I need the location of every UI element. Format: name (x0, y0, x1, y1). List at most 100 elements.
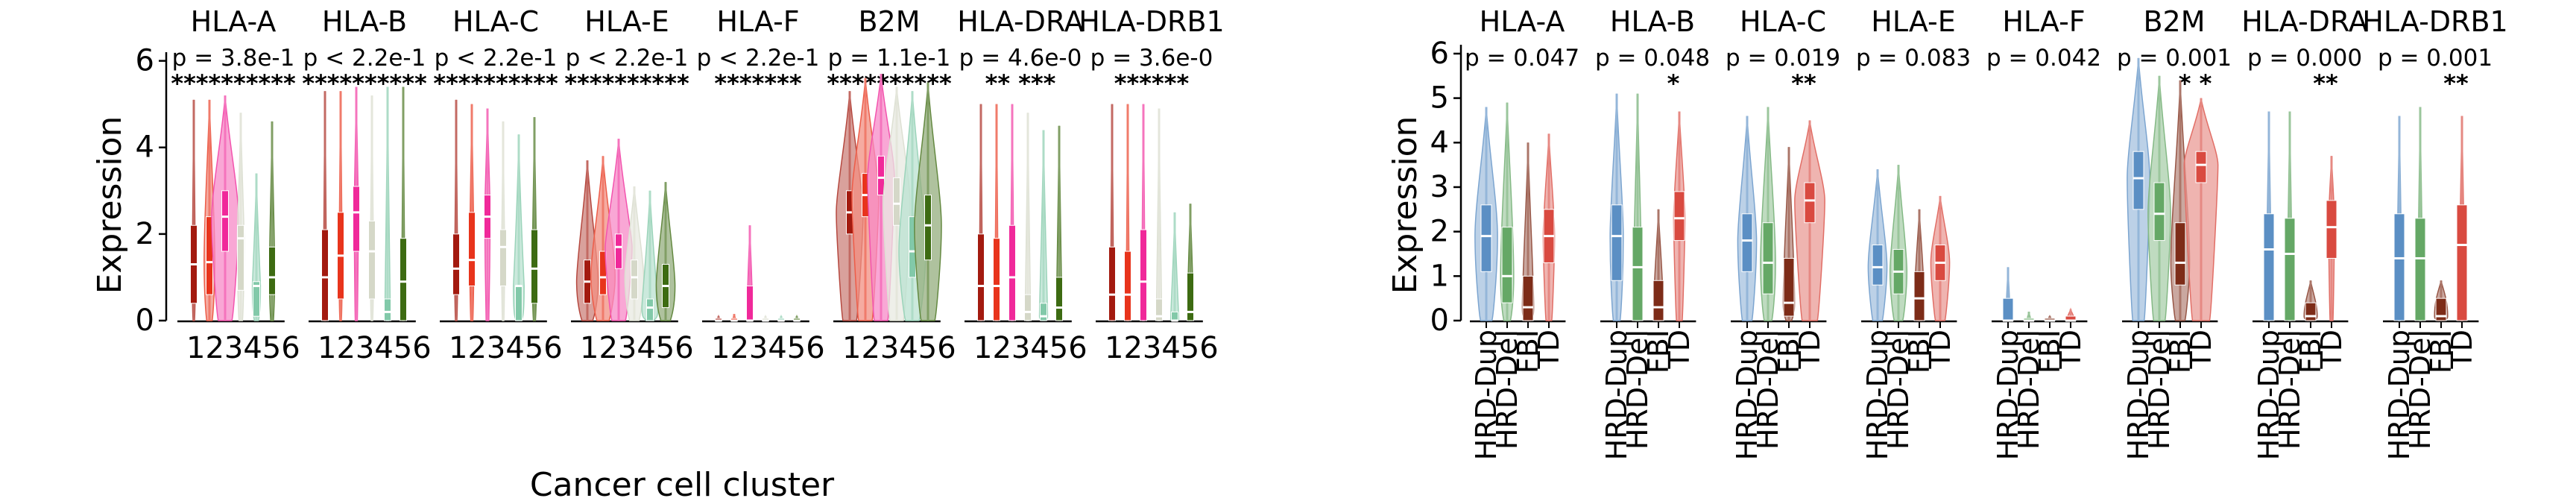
panel-significance-stars: * (1667, 69, 1680, 98)
panel-title: HLA-DRB1 (1079, 5, 1224, 38)
x-tick-label: TD (1663, 330, 1696, 369)
violin-iqr-box (253, 281, 260, 317)
panel-significance-stars: ******* (714, 69, 801, 98)
x-tick-label: TD (2185, 330, 2217, 369)
x-tick-label: HRD-Dup (1600, 330, 1633, 460)
x-tick-label: TD (1532, 330, 1565, 369)
violin-iqr-box (1501, 227, 1513, 303)
x-tick-label: TD (2054, 330, 2087, 369)
violin-iqr-box (531, 229, 538, 304)
violin-iqr-box (1480, 204, 1492, 272)
violin-iqr-box (2002, 297, 2014, 321)
x-tick-label: TD (2446, 330, 2478, 369)
violin-iqr-box (1632, 227, 1644, 321)
violin-iqr-box (1673, 191, 1685, 242)
panel-p-value: p = 0.000 (2247, 45, 2362, 72)
violin-iqr-box (221, 190, 229, 252)
x-tick-label: HRD-Dup (2383, 330, 2416, 460)
panel-title: HLA-A (191, 5, 277, 38)
violin-iqr-box (1652, 280, 1664, 321)
violin-iqr-box (893, 177, 900, 226)
panel-p-value: p = 1.1e-1 (828, 45, 951, 72)
violin-iqr-box (746, 286, 754, 321)
violin-iqr-box (2393, 213, 2405, 321)
panel-title: HLA-A (1480, 5, 1565, 38)
panel-title: HLA-C (452, 5, 539, 38)
y-tick-label: 6 (1430, 37, 1449, 71)
panel-title: HLA-DRA (2241, 5, 2368, 38)
violin-iqr-box (2414, 218, 2426, 321)
violin-iqr-box (631, 259, 638, 300)
panel-significance-stars: ** (2443, 69, 2469, 98)
violin-iqr-box (321, 229, 329, 321)
violin-iqr-box (2326, 200, 2337, 259)
violin-iqr-box (2195, 151, 2207, 183)
x-tick-labels: 123456 (711, 331, 825, 365)
violin-iqr-box (452, 233, 460, 295)
y-tick-label: 0 (136, 303, 154, 338)
panel-p-value: p = 0.001 (2117, 45, 2232, 72)
violin-iqr-box (2153, 182, 2165, 242)
panel-hla-b: HLA-B p < 2.2e-1********** 123456 (302, 5, 431, 365)
panel-p-value: p = 0.042 (1986, 45, 2101, 72)
violin-iqr-box (1171, 311, 1178, 321)
panel-p-value: p = 0.047 (1465, 45, 1579, 72)
x-tick-label: FBI (2164, 330, 2197, 374)
panel-title: B2M (858, 5, 920, 38)
panel-significance-stars: ********** (564, 69, 689, 98)
x-tick-label: HRD-Del (1882, 330, 1915, 450)
panel-hla-f: HLA-F p < 2.2e-1******* 123456 (697, 5, 825, 365)
x-tick-label: TD (1793, 330, 1826, 369)
panel-significance-stars: ********** (827, 69, 952, 98)
x-tick-label: HRD-Dup (2122, 330, 2155, 460)
violin-iqr-box (1611, 204, 1623, 281)
violin-iqr-box (877, 155, 885, 196)
x-tick-labels: 123456 (842, 331, 956, 365)
violin-iqr-box (977, 233, 985, 321)
x-tick-label: HRD-Dup (1861, 330, 1894, 460)
x-tick-label: FBI (2425, 330, 2457, 374)
panel-p-value: p = 3.8e-1 (172, 45, 295, 72)
panel-title: HLA-F (716, 5, 799, 38)
violin-iqr-box (2305, 302, 2317, 321)
x-tick-label: HRD-Dup (2253, 330, 2285, 460)
x-tick-label: HRD-Del (1621, 330, 1654, 450)
panel-hla-a: HLA-A p = 3.8e-1********** 123456 (171, 5, 300, 365)
x-tick-label: FBI (2033, 330, 2066, 374)
panel-p-value: p < 2.2e-1 (435, 45, 558, 72)
x-tick-labels: 123456 (449, 331, 563, 365)
x-tick-label: HRD-Dup (1992, 330, 2024, 460)
x-tick-label: FBI (2294, 330, 2327, 374)
violin-iqr-box (924, 195, 932, 261)
violin-iqr-box (2284, 218, 2296, 321)
x-tick-label: FBI (1772, 330, 1805, 374)
panel-p-value: p = 3.6e-0 (1090, 45, 1213, 72)
violin-iqr-box (1024, 294, 1032, 321)
violin-iqr-box (2456, 204, 2468, 321)
x-tick-labels: 123456 (186, 331, 300, 365)
violin-iqr-box (1155, 298, 1163, 321)
panel-p-value: p = 0.001 (2378, 45, 2493, 72)
violin-iqr-box (615, 233, 622, 269)
violin-iqr-box (1055, 277, 1063, 321)
y-tick-label: 5 (1430, 81, 1449, 116)
violin-iqr-box (268, 246, 276, 295)
violin-iqr-box (515, 286, 523, 321)
panel-significance-stars: * * (2179, 69, 2212, 98)
panel-significance-stars: ****** (1114, 69, 1190, 98)
violin-iqr-box (1108, 246, 1116, 321)
violin-iqr-box (353, 186, 360, 252)
y-tick-label: 4 (136, 130, 154, 165)
violin-iqr-box (1913, 271, 1925, 321)
violin-iqr-box (400, 238, 407, 321)
y-tick-label: 4 (1430, 125, 1449, 160)
panel-significance-stars: ********** (302, 69, 427, 98)
